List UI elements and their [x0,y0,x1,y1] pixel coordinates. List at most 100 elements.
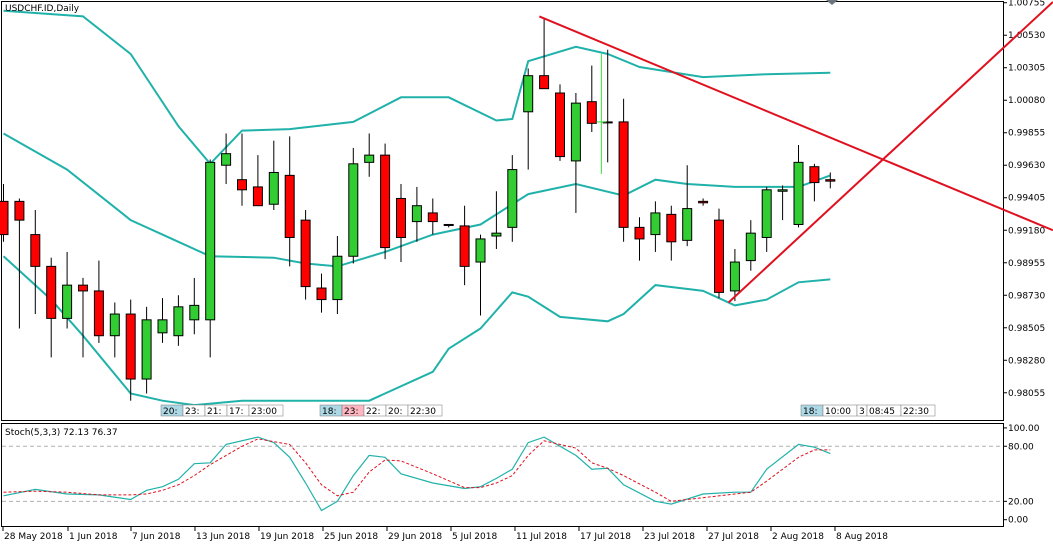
candle-body [364,154,375,163]
y-tick-label: 0.99855 [1008,129,1045,139]
candle-body [459,225,470,267]
candle-body [109,313,120,337]
time-label: 22:30 [410,407,436,417]
candle-body [332,255,343,301]
candle-body [443,223,454,226]
date-label: 1 Jun 2018 [69,532,118,542]
date-label: 29 Jun 2018 [388,532,442,542]
candle-body [745,232,756,262]
date-label: 17 Jul 2018 [580,532,631,542]
candle-body [93,290,104,337]
time-label-box [248,404,284,417]
y-tick-label: 0.98505 [1008,324,1045,334]
y-tick-label: 0.98955 [1008,259,1045,269]
candle-body [189,304,200,321]
date-label: 25 Jun 2018 [324,532,378,542]
candle-body [30,234,41,267]
candle-body [507,169,518,228]
time-label: 23: [185,407,199,417]
candle-body [618,121,629,228]
candle-body [427,212,438,223]
date-label: 28 May 2018 [4,532,63,542]
candle-body [348,163,359,257]
time-label: 20: [163,407,177,417]
candle-body [555,92,565,158]
candle-body [761,189,772,238]
date-label: 5 Jul 2018 [452,532,497,542]
candle-body [62,284,73,319]
stoch-label: Stoch(5,3,3) 72.13 76.37 [5,428,118,438]
candle-body [475,238,486,263]
date-label: 7 Jun 2018 [132,532,181,542]
y-tick-label: 1.00755 [1008,0,1045,9]
candle-body [539,75,550,90]
date-label: 11 Jul 2018 [516,532,567,542]
candle-body [396,197,406,238]
date-label: 2 Aug 2018 [772,532,824,542]
candle-body [523,75,534,113]
candle-body [650,212,661,236]
candle-body [125,313,136,380]
date-label: 8 Aug 2018 [836,532,888,542]
candle-body [173,306,184,337]
candle-body [634,226,645,240]
time-label: 08:45 [869,407,895,417]
candle-body [205,161,216,321]
time-label: 21: [207,407,221,417]
stoch-y-tick-label: 20.00 [1008,497,1034,507]
time-label: 22:30 [903,407,929,417]
candle-body [729,261,740,292]
candle-body [316,287,327,301]
time-label: 3 [859,407,865,417]
candle-body [698,200,709,204]
date-label: 23 Jul 2018 [644,532,695,542]
candle-body [141,319,152,380]
symbol-label: USDCHF.ID,Daily [5,4,80,14]
bollinger-upper-band [3,9,831,166]
chart-shift-marker [826,0,838,5]
y-tick-label: 0.98055 [1008,389,1045,399]
candle-body [793,161,804,225]
y-tick-label: 0.99405 [1008,194,1045,204]
candle-body [46,265,57,319]
y-tick-label: 0.99180 [1008,226,1045,236]
date-label: 19 Jun 2018 [260,532,314,542]
trendline [538,15,1053,232]
candle-body [825,179,836,182]
candle-body [570,102,581,162]
time-label: 20: [388,407,402,417]
time-label: 17: [229,407,243,417]
y-tick-label: 0.98730 [1008,291,1045,301]
y-tick-label: 1.00305 [1008,64,1045,74]
candle-body [411,205,422,223]
time-label: 23:00 [251,407,277,417]
candle-body [0,200,9,236]
y-tick-label: 1.00080 [1008,96,1045,106]
y-tick-label: 0.99630 [1008,161,1045,171]
candle-body [284,174,295,238]
candle-body [268,171,279,205]
candle-body [809,166,820,184]
stoch-y-tick-label: 80.00 [1008,442,1034,452]
date-label: 27 Jul 2018 [708,532,759,542]
stoch-y-tick-label: 100.00 [1008,424,1040,434]
stochastic-pane-frame [1,423,1004,527]
date-label: 13 Jun 2018 [196,532,250,542]
trendline [727,1,1053,304]
candle-body [78,284,88,292]
time-label: 23: [344,407,358,417]
candle-body [237,179,247,191]
y-tick-label: 1.00530 [1008,31,1045,41]
candle-body [380,154,391,249]
candle-body [777,189,788,192]
candle-body [14,200,25,221]
time-label-box [407,404,443,417]
y-tick-label: 0.98280 [1008,356,1045,366]
candle-body [666,213,677,243]
candle-body [252,186,263,207]
candle-body [586,101,597,124]
time-label: 10:00 [825,407,851,417]
candle-body [682,208,693,241]
